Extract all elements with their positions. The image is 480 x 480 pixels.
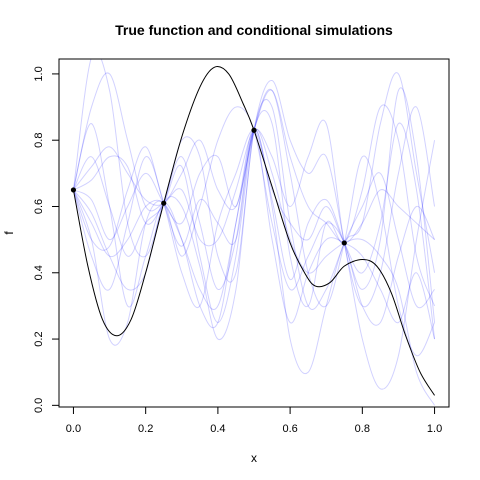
x-axis-label: x bbox=[251, 451, 257, 465]
y-tick-label: 1.0 bbox=[33, 66, 45, 81]
x-tick-label: 0.8 bbox=[355, 423, 370, 435]
simulation-line bbox=[72, 72, 436, 308]
x-tick-label: 0.4 bbox=[210, 423, 225, 435]
observation-point bbox=[251, 127, 257, 133]
observation-point bbox=[70, 187, 77, 193]
chart-title: True function and conditional simulation… bbox=[115, 22, 393, 38]
y-tick-label: 0.0 bbox=[33, 398, 45, 413]
plot-frame bbox=[58, 58, 450, 408]
simulation-line bbox=[73, 104, 436, 323]
observations bbox=[70, 127, 347, 246]
y-tick-label: 0.6 bbox=[33, 199, 45, 214]
x-tick-label: 0.0 bbox=[66, 423, 81, 435]
y-tick-label: 0.2 bbox=[33, 331, 45, 346]
x-tick-label: 0.2 bbox=[138, 423, 153, 435]
simulation-line bbox=[73, 129, 436, 340]
y-axis-label: f bbox=[2, 231, 16, 235]
y-tick-label: 0.4 bbox=[33, 265, 45, 280]
x-tick-label: 1.0 bbox=[427, 423, 442, 435]
y-tick-label: 0.8 bbox=[33, 133, 45, 148]
observation-point bbox=[161, 200, 167, 206]
observation-point bbox=[341, 240, 347, 246]
simulation-line bbox=[72, 122, 436, 340]
x-tick-label: 0.6 bbox=[282, 423, 297, 435]
